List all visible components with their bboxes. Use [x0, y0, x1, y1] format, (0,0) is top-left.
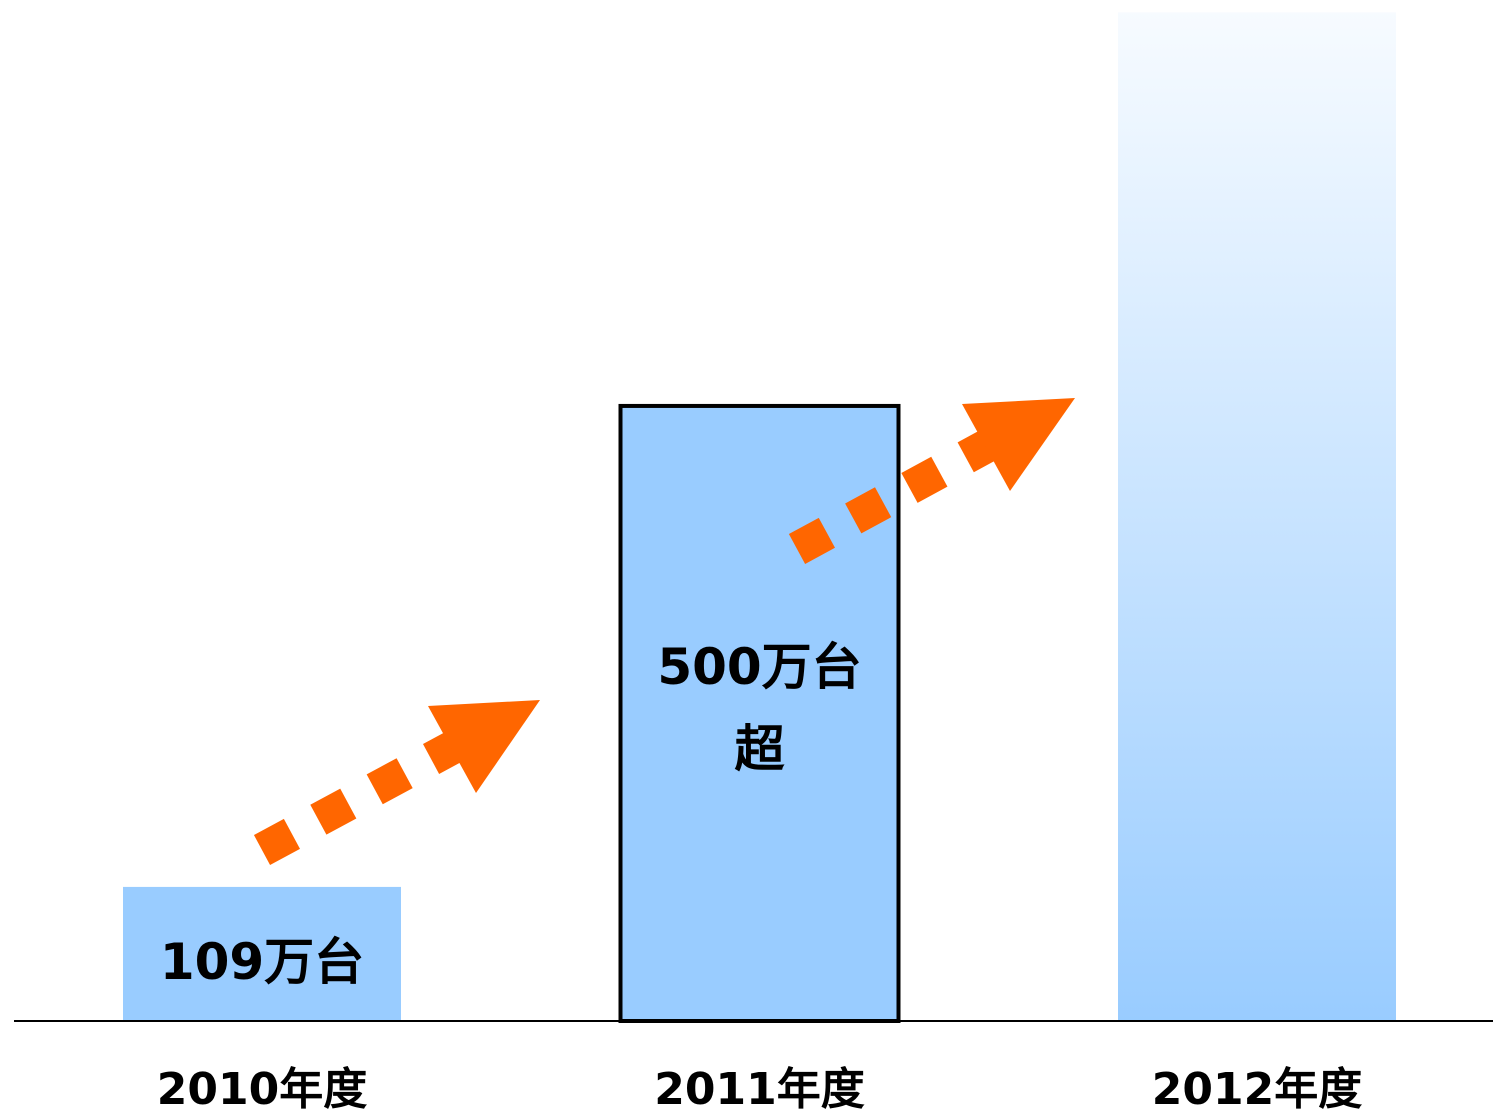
value-label: 109万台 — [159, 932, 365, 991]
x-tick-label: 2010年度 — [157, 1064, 367, 1114]
x-tick-label: 2011年度 — [654, 1064, 864, 1114]
arrow-shaft — [253, 723, 479, 865]
trend-arrow — [253, 700, 540, 865]
arrow-head — [962, 398, 1075, 491]
x-tick-label: 2012年度 — [1152, 1064, 1362, 1114]
arrow-shaft — [788, 421, 1014, 564]
arrow-head — [428, 700, 540, 793]
trend-arrow — [788, 398, 1075, 564]
bar — [1118, 12, 1396, 1021]
value-label: 500万台超 — [657, 637, 862, 778]
bar — [123, 886, 401, 1021]
